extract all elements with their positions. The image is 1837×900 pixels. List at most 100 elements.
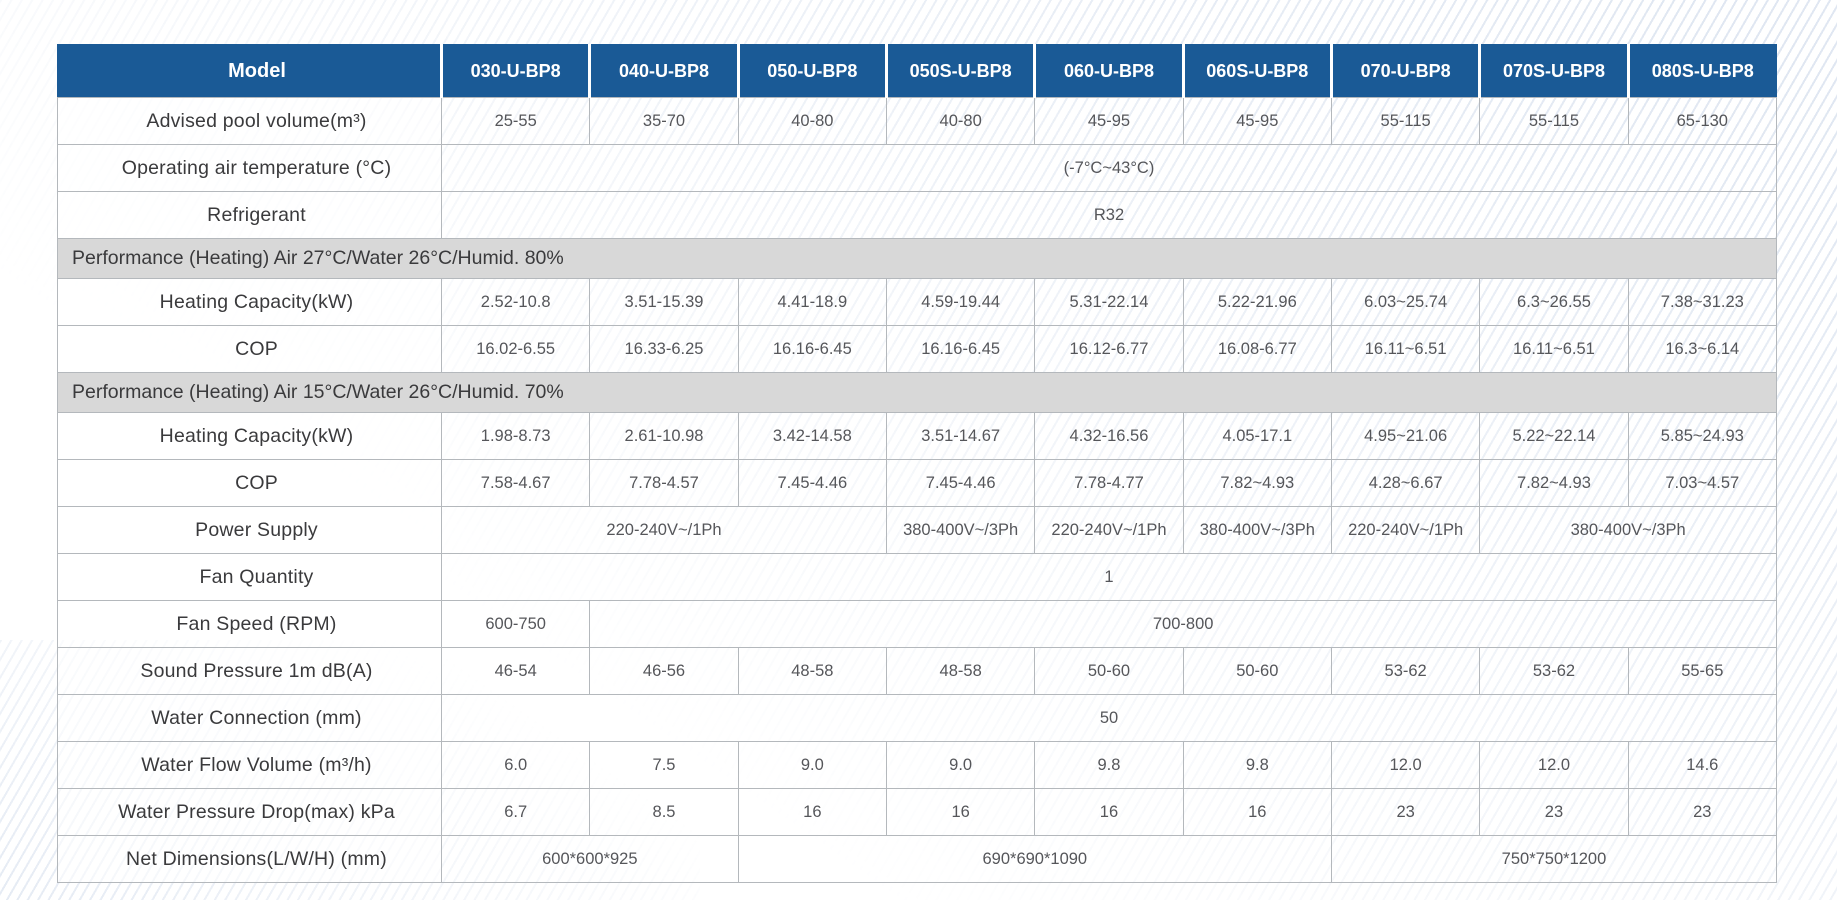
cell: 690*690*1090	[737, 835, 1332, 883]
model-column-header: 050-U-BP8	[737, 44, 888, 98]
cell: 7.45-4.46	[885, 459, 1036, 507]
row-cop-27: COP 16.02-6.55 16.33-6.25 16.16-6.45 16.…	[57, 325, 1778, 373]
cell: 16.11~6.51	[1479, 325, 1629, 373]
cell: 23	[1479, 788, 1629, 836]
cell: 23	[1330, 788, 1481, 836]
cell: 53-62	[1479, 647, 1629, 695]
cell: 9.8	[1034, 741, 1184, 789]
row-label: Heating Capacity(kW)	[57, 278, 442, 326]
row-pool-volume: Advised pool volume(m³) 25-55 35-70 40-8…	[57, 97, 1778, 145]
row-heating-capacity-27: Heating Capacity(kW) 2.52-10.8 3.51-15.3…	[57, 278, 1778, 326]
cell: 380-400V~/3Ph	[885, 506, 1036, 554]
cell: 4.28~6.67	[1330, 459, 1481, 507]
cell: 50-60	[1034, 647, 1184, 695]
cell: 380-400V~/3Ph	[1479, 506, 1777, 554]
row-power-supply: Power Supply 220-240V~/1Ph 380-400V~/3Ph…	[57, 506, 1777, 554]
row-water-flow: Water Flow Volume (m³/h) 6.0 7.5 9.0 9.0…	[57, 741, 1778, 789]
cell: 16.33-6.25	[589, 325, 739, 373]
heat-pump-spec-table: Model 030-U-BP8 040-U-BP8 050-U-BP8 050S…	[57, 44, 1778, 883]
row-label: Fan Quantity	[57, 553, 442, 601]
row-label: Net Dimensions(L/W/H) (mm)	[57, 835, 442, 883]
model-header: Model	[57, 44, 443, 98]
cell: 2.52-10.8	[440, 278, 591, 326]
cell: 5.31-22.14	[1034, 278, 1184, 326]
cell: 50-60	[1182, 647, 1332, 695]
cell: 5.85~24.93	[1627, 412, 1778, 460]
row-label: Sound Pressure 1m dB(A)	[57, 647, 442, 695]
cell: 48-58	[885, 647, 1036, 695]
cell: 2.61-10.98	[589, 412, 739, 460]
cell: 55-115	[1479, 97, 1629, 145]
cell: 40-80	[737, 97, 887, 145]
cell: 8.5	[589, 788, 739, 836]
cell: 9.0	[885, 741, 1036, 789]
cell: R32	[441, 191, 1777, 239]
row-heating-capacity-15: Heating Capacity(kW) 1.98-8.73 2.61-10.9…	[57, 412, 1778, 460]
cell: 7.5	[589, 741, 739, 789]
cell: 16.08-6.77	[1182, 325, 1332, 373]
cell: 16.16-6.45	[885, 325, 1036, 373]
cell: 40-80	[885, 97, 1036, 145]
model-column-header: 060-U-BP8	[1034, 44, 1185, 98]
cell: 380-400V~/3Ph	[1182, 506, 1332, 554]
cell: 16	[737, 788, 887, 836]
cell: 220-240V~/1Ph	[1330, 506, 1481, 554]
row-sound-pressure: Sound Pressure 1m dB(A) 46-54 46-56 48-5…	[57, 647, 1778, 695]
row-label: Refrigerant	[57, 191, 442, 239]
cell: 7.82~4.93	[1479, 459, 1629, 507]
cell: 3.51-14.67	[885, 412, 1036, 460]
cell: 9.8	[1182, 741, 1332, 789]
cell: 1.98-8.73	[440, 412, 591, 460]
cell: 6.7	[440, 788, 591, 836]
cell: 600-750	[440, 600, 591, 648]
cell: 46-54	[440, 647, 591, 695]
cell: 220-240V~/1Ph	[1034, 506, 1184, 554]
cell: 16.11~6.51	[1330, 325, 1481, 373]
model-column-header: 040-U-BP8	[589, 44, 740, 98]
section-performance-27: Performance (Heating) Air 27°C/Water 26°…	[57, 238, 1777, 279]
cell: 35-70	[589, 97, 739, 145]
cell: 700-800	[589, 600, 1777, 648]
cell: 48-58	[737, 647, 887, 695]
row-label: Water Connection (mm)	[57, 694, 442, 742]
section-title: Performance (Heating) Air 27°C/Water 26°…	[57, 238, 1777, 279]
cell: 7.82~4.93	[1182, 459, 1332, 507]
row-label: Advised pool volume(m³)	[57, 97, 442, 145]
cell: 45-95	[1182, 97, 1332, 145]
cell: 25-55	[440, 97, 591, 145]
cell: 16.12-6.77	[1034, 325, 1184, 373]
cell: 16.02-6.55	[440, 325, 591, 373]
cell: 12.0	[1330, 741, 1481, 789]
cell: 12.0	[1479, 741, 1629, 789]
cell: 45-95	[1034, 97, 1184, 145]
row-water-connection: Water Connection (mm) 50	[57, 694, 1777, 742]
row-label: Power Supply	[57, 506, 442, 554]
row-label: COP	[57, 325, 442, 373]
cell: 7.03~4.57	[1627, 459, 1778, 507]
model-column-header: 030-U-BP8	[440, 44, 592, 98]
cell: 16	[885, 788, 1036, 836]
cell: 46-56	[589, 647, 739, 695]
row-air-temperature: Operating air temperature (°C) (-7°C~43°…	[57, 144, 1777, 192]
cell: 16.3~6.14	[1627, 325, 1778, 373]
row-label: Water Pressure Drop(max) kPa	[57, 788, 442, 836]
cell: 5.22-21.96	[1182, 278, 1332, 326]
cell: 6.3~26.55	[1479, 278, 1629, 326]
cell: 14.6	[1627, 741, 1778, 789]
cell: 600*600*925	[441, 835, 739, 883]
cell: 4.41-18.9	[737, 278, 887, 326]
cell: 50	[441, 694, 1777, 742]
model-column-header: 080S-U-BP8	[1627, 44, 1778, 98]
row-label: Fan Speed (RPM)	[57, 600, 442, 648]
row-fan-speed: Fan Speed (RPM) 600-750 700-800	[57, 600, 1777, 648]
cell: 53-62	[1330, 647, 1481, 695]
row-water-pressure-drop: Water Pressure Drop(max) kPa 6.7 8.5 16 …	[57, 788, 1778, 836]
cell: 3.42-14.58	[737, 412, 887, 460]
section-title: Performance (Heating) Air 15°C/Water 26°…	[57, 372, 1777, 413]
cell: 16.16-6.45	[737, 325, 887, 373]
cell: 4.05-17.1	[1182, 412, 1332, 460]
cell: 55-65	[1627, 647, 1778, 695]
cell: 220-240V~/1Ph	[441, 506, 887, 554]
cell: 7.78-4.77	[1034, 459, 1184, 507]
row-cop-15: COP 7.58-4.67 7.78-4.57 7.45-4.46 7.45-4…	[57, 459, 1778, 507]
